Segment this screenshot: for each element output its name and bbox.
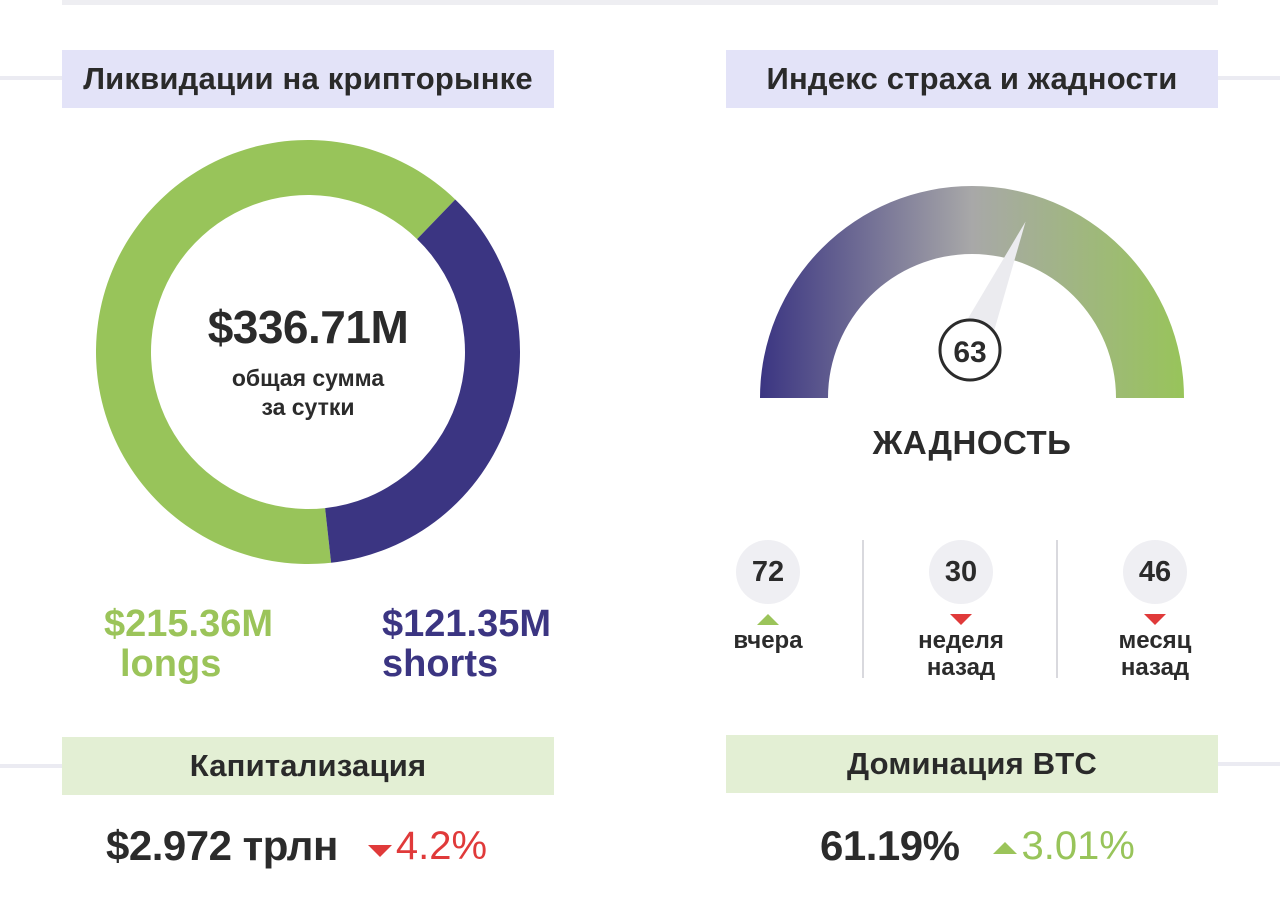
caption-line-2: за сутки xyxy=(261,394,355,420)
history-label: месяц назад xyxy=(1090,627,1220,681)
btc-dominance-title: Доминация BTC xyxy=(726,735,1218,793)
donut-slice-shorts xyxy=(325,199,520,563)
deco-line-right-2 xyxy=(1218,762,1280,766)
gauge-value-circle xyxy=(938,318,1002,382)
donut-center: $336.71M общая сумма за сутки xyxy=(158,300,458,422)
top-divider xyxy=(62,0,1218,5)
fear-greed-title: Индекс страха и жадности xyxy=(726,50,1218,108)
longs-value: $215.36M xyxy=(104,603,274,645)
longs-label: longs xyxy=(120,643,222,685)
fear-greed-gauge: 63 xyxy=(760,186,1184,398)
history-divider xyxy=(1056,540,1058,678)
liquidations-total-caption: общая сумма за сутки xyxy=(158,364,458,422)
donut-slice-longs xyxy=(96,140,456,564)
shorts-value: $121.35M xyxy=(382,603,552,645)
history-label: неделя назад xyxy=(896,627,1026,681)
liquidations-title: Ликвидации на крипторынке xyxy=(62,50,554,108)
liquidations-donut-chart xyxy=(96,140,520,564)
history-week: 30 неделя назад xyxy=(896,540,1026,681)
btc-dominance-row: 61.19% 3.01% xyxy=(820,822,1135,870)
capitalization-value: $2.972 трлн xyxy=(106,822,338,869)
history-value: 72 xyxy=(736,540,800,604)
history-yesterday: 72 вчера xyxy=(703,540,833,654)
liquidations-total: $336.71M xyxy=(207,301,409,353)
capitalization-title: Капитализация xyxy=(62,737,554,795)
history-label: вчера xyxy=(733,627,803,654)
history-label-line-2: назад xyxy=(1120,654,1190,681)
gauge-state-label: ЖАДНОСТЬ xyxy=(872,424,1072,461)
history-label-line-1: месяц xyxy=(1118,627,1192,654)
history-value: 30 xyxy=(929,540,993,604)
deco-line-right-1 xyxy=(1218,76,1280,80)
history-divider xyxy=(862,540,864,678)
longs-legend: $215.36M longs xyxy=(104,604,273,684)
gauge-value: 63 xyxy=(953,336,986,369)
caption-line-1: общая сумма xyxy=(231,365,385,391)
btc-dominance-change: 3.01% xyxy=(1021,823,1135,868)
shorts-legend: $121.35M shorts xyxy=(382,604,551,684)
history-label-line-1: неделя xyxy=(918,627,1004,654)
btc-dominance-value: 61.19% xyxy=(820,822,960,869)
history-label-line-2: назад xyxy=(926,654,996,681)
history-month: 46 месяц назад xyxy=(1090,540,1220,681)
deco-line-left-1 xyxy=(0,76,62,80)
capitalization-change: 4.2% xyxy=(395,823,488,868)
capitalization-row: $2.972 трлн 4.2% xyxy=(106,822,487,870)
history-value: 46 xyxy=(1123,540,1187,604)
shorts-label: shorts xyxy=(382,643,499,685)
deco-line-left-2 xyxy=(0,764,62,768)
up-arrow-icon xyxy=(757,614,779,625)
gauge-arc xyxy=(760,186,1184,398)
down-arrow-icon xyxy=(950,614,972,625)
down-arrow-icon xyxy=(1144,614,1166,625)
up-arrow-icon xyxy=(993,842,1018,854)
down-arrow-icon xyxy=(367,845,392,857)
